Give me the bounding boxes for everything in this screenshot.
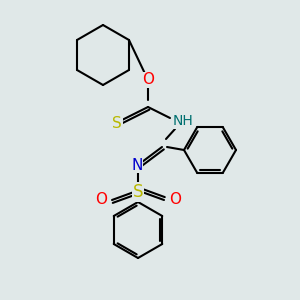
Text: NH: NH: [172, 114, 194, 128]
Text: S: S: [112, 116, 122, 130]
Text: O: O: [169, 193, 181, 208]
Text: O: O: [142, 73, 154, 88]
Text: S: S: [133, 183, 143, 201]
Text: O: O: [95, 193, 107, 208]
Text: N: N: [131, 158, 143, 172]
